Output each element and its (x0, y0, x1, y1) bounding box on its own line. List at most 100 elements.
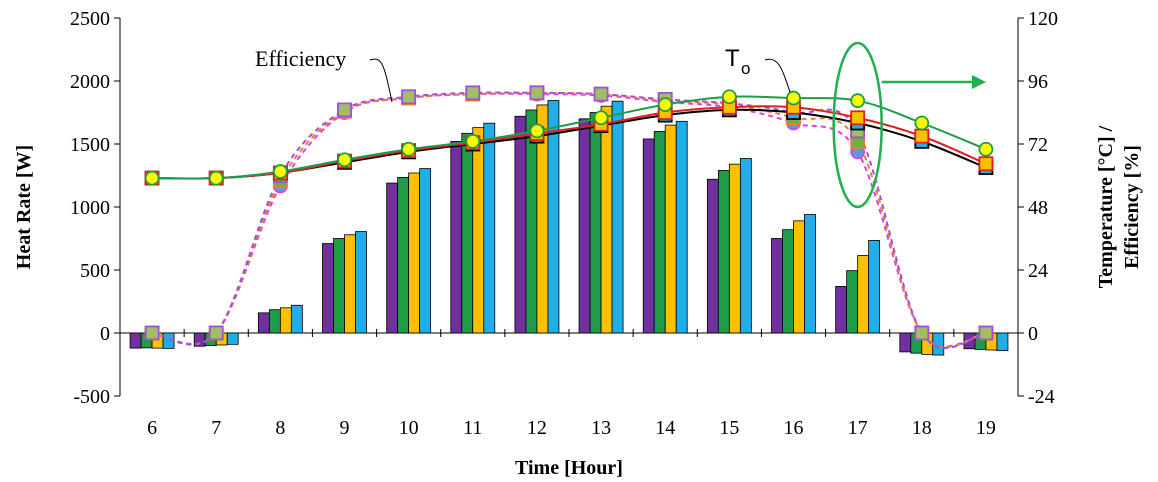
bar (675, 120, 688, 334)
bar (857, 255, 870, 334)
to-annotation-label: T (725, 45, 740, 72)
temperature-point (721, 89, 737, 105)
highlight-arrow-head (972, 75, 986, 89)
x-tick-label: 13 (591, 417, 611, 439)
temperature-point (144, 170, 160, 186)
x-axis-title: Time [Hour] (515, 457, 623, 479)
x-tick-label: 11 (463, 417, 482, 439)
to-leader-line (764, 58, 791, 93)
y2-tick-label: 120 (1028, 8, 1058, 30)
bar (386, 182, 399, 334)
y-tick-label: 2000 (70, 71, 110, 93)
efficiency-point (593, 86, 609, 102)
efficiency-point (144, 325, 160, 341)
bar (642, 138, 655, 334)
bar (728, 163, 741, 334)
efficiency-annotation-label: Efficiency (255, 46, 346, 71)
temperature-point (657, 97, 673, 113)
efficiency-point (465, 85, 481, 101)
efficiency-point (978, 325, 994, 341)
bar (257, 312, 270, 334)
y-tick-label: 2500 (70, 8, 110, 30)
y-tick-label: -500 (73, 386, 110, 408)
y-tick-label: 1000 (70, 197, 110, 219)
axis-labels-group: -500 0 500 1000 1500 2000 2500 -24 0 24 48 72 96 120 6… (13, 8, 1143, 479)
y-tick-label: 1500 (70, 134, 110, 156)
bar (706, 178, 719, 334)
y-tick-label: 0 (100, 323, 110, 345)
bar (355, 231, 367, 334)
bar (600, 105, 613, 334)
bar (129, 332, 142, 349)
x-tick-label: 16 (784, 417, 804, 439)
to-annotation-subscript: o (741, 59, 750, 78)
x-tick-label: 9 (340, 417, 350, 439)
bar (419, 168, 432, 334)
bar (344, 234, 356, 334)
bar (868, 239, 881, 334)
temperature-point (914, 128, 930, 144)
y2-tick-label: 0 (1028, 323, 1038, 345)
x-tick-label: 10 (399, 417, 419, 439)
bar (804, 214, 816, 334)
bar (793, 220, 805, 334)
temperature-point (786, 90, 801, 106)
x-tick-label: 8 (275, 417, 285, 439)
temperature-point (272, 164, 288, 179)
temperature-point (529, 123, 545, 139)
bar (611, 100, 624, 334)
x-tick-label: 14 (655, 417, 675, 439)
y2-tick-label: 72 (1028, 134, 1048, 156)
bar (483, 122, 496, 334)
bar (450, 141, 463, 334)
temperature-point (401, 141, 417, 157)
y2-axis-title-line2: Efficiency [%] (1121, 145, 1143, 269)
bar (717, 170, 730, 334)
temperature-point (914, 115, 930, 131)
bar (739, 158, 752, 334)
x-tick-label: 7 (211, 417, 221, 439)
y2-tick-label: -24 (1028, 386, 1055, 408)
x-tick-label: 15 (719, 417, 739, 439)
bar (514, 115, 527, 334)
bar (268, 309, 281, 334)
efficiency-point (208, 325, 224, 341)
highlight-ellipse (832, 41, 883, 209)
temperature-point (850, 110, 866, 126)
y2-tick-label: 48 (1028, 197, 1048, 219)
bar (846, 270, 859, 334)
temperature-point (465, 133, 481, 149)
temperature-point (850, 93, 866, 109)
x-tick-label: 6 (147, 417, 157, 439)
temperature-point (978, 141, 994, 157)
bar (290, 304, 303, 334)
bar (653, 130, 666, 334)
bar (547, 100, 560, 334)
x-tick-label: 12 (527, 417, 547, 439)
x-tick-label: 19 (976, 417, 996, 439)
efficiency-point (529, 85, 545, 101)
bar (996, 332, 1009, 352)
bar (589, 112, 602, 334)
bar (461, 132, 474, 334)
bar (771, 238, 783, 334)
x-tick-label: 18 (912, 417, 932, 439)
line-series-group (144, 85, 994, 349)
bar (397, 176, 410, 334)
y-axis-title: Heat Rate [W] (13, 145, 35, 269)
bar (835, 285, 848, 334)
efficiency-leader-line (369, 58, 393, 103)
temperature-point (978, 156, 994, 172)
efficiency-point (337, 102, 352, 118)
bar (408, 172, 421, 334)
temperature-point (337, 152, 352, 168)
y2-axis-title-line1: Temperature [°C] / (1095, 125, 1117, 288)
y2-tick-label: 24 (1028, 260, 1048, 282)
bar (279, 307, 292, 334)
bar (162, 332, 175, 349)
y-tick-label: 500 (80, 260, 110, 282)
temperature-point (593, 110, 609, 126)
